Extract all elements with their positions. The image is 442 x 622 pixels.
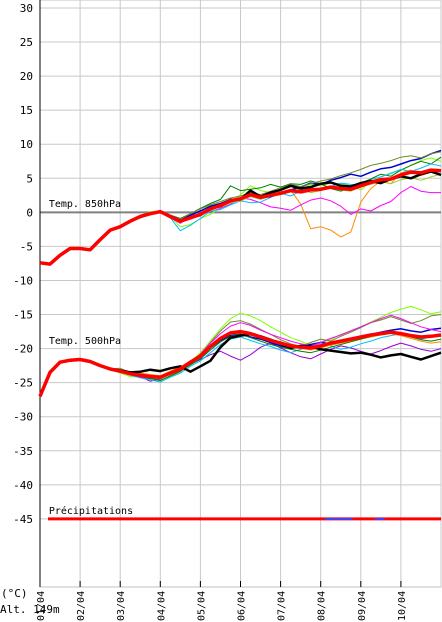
y-tick-label: 25: [20, 36, 33, 49]
y-tick-label: -10: [13, 274, 33, 287]
x-tick-label: 02/04: [76, 591, 87, 621]
x-tick-label: 10/04: [397, 591, 408, 621]
y-tick-label: 5: [26, 172, 33, 185]
y-tick-label: -35: [13, 445, 33, 458]
annotation-label: Temp. 500hPa: [49, 336, 121, 347]
y-tick-label: 10: [20, 138, 33, 151]
x-axis-ticks: 01/04 02/04 03/04 04/04 05/04 06/04 07/04 08/04…: [36, 581, 408, 621]
chart-series: [38, 149, 442, 521]
y-tick-label: -30: [13, 411, 33, 424]
y-axis-ticks: 30 25 20 15 10 5 0 -5 -10 -15 -20 -25 -30 -35 -40 -45: [13, 2, 33, 526]
x-tick-label: 05/04: [196, 591, 207, 621]
y-tick-label: -20: [13, 343, 33, 356]
y-tick-label: 15: [20, 104, 33, 117]
chart-grid: [39, 0, 442, 588]
chart-annotations: Temp. 850hPa Temp. 500hPa Précipitations: [49, 199, 133, 517]
annotation-label: Précipitations: [49, 505, 133, 517]
x-tick-label: 07/04: [277, 591, 288, 621]
altitude-label: Alt. 149m: [0, 603, 60, 616]
y-tick-label: -5: [20, 240, 33, 253]
y-tick-label: 20: [20, 70, 33, 83]
x-tick-label: 04/04: [156, 591, 167, 621]
annotation-label: Temp. 850hPa: [49, 199, 121, 210]
x-tick-label: 08/04: [317, 591, 328, 621]
x-tick-label: 03/04: [116, 591, 127, 621]
y-tick-label: -40: [13, 479, 33, 492]
y-tick-label: -45: [13, 513, 33, 526]
y-tick-label: 0: [26, 206, 33, 219]
y-tick-label: -15: [13, 309, 33, 322]
unit-label: (°C): [1, 587, 28, 600]
series-line-850hpa: [39, 168, 442, 266]
x-tick-label: 09/04: [357, 591, 368, 621]
series-line-500hpa: [38, 329, 442, 397]
x-tick-label: 01/04: [36, 591, 47, 621]
x-tick-label: 06/04: [237, 591, 248, 621]
y-tick-label: 30: [20, 2, 33, 15]
y-tick-label: -25: [13, 377, 33, 390]
